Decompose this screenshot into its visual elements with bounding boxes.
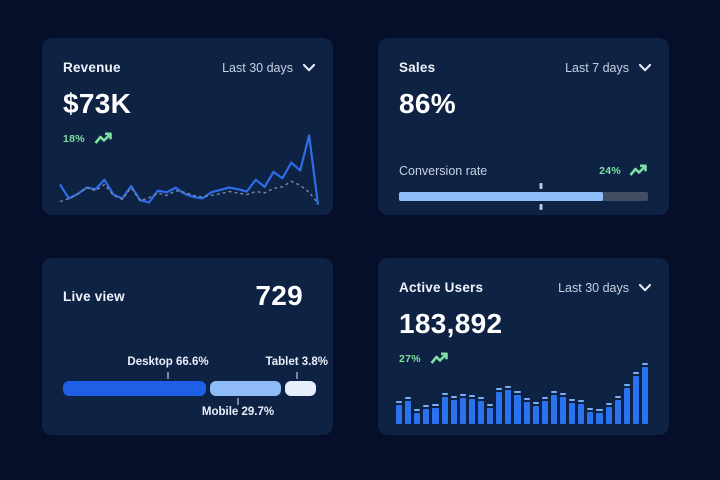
active-users-card: Active Users Last 30 days 183,892 27% <box>378 258 669 435</box>
live-view-value: 729 <box>255 280 303 311</box>
callout-tick-tablet <box>295 372 298 379</box>
active-users-card-header: Active Users Last 30 days <box>378 258 669 295</box>
bar <box>396 361 403 424</box>
sales-value: 86% <box>399 88 456 119</box>
progress-target-marker-bottom <box>539 204 543 210</box>
callout-label-desktop: Desktop 66.6% <box>127 356 209 368</box>
bar <box>450 361 457 424</box>
revenue-card: Revenue Last 30 days $73K 18% <box>42 38 333 215</box>
conversion-delta-text: 24% <box>599 164 621 177</box>
chevron-down-icon <box>303 63 315 72</box>
active-users-value: 183,892 <box>399 308 503 339</box>
active-users-card-title: Active Users <box>399 280 484 295</box>
revenue-line-chart <box>60 133 318 211</box>
revenue-delta: 18% <box>42 131 333 146</box>
revenue-value: $73K <box>63 88 132 119</box>
segment-mobile <box>209 381 281 396</box>
bar <box>596 361 603 424</box>
sales-card-title: Sales <box>399 60 436 75</box>
device-split-bar <box>63 381 316 396</box>
revenue-card-title: Revenue <box>63 60 121 75</box>
bar <box>632 361 639 424</box>
bar <box>468 361 475 424</box>
bar <box>623 361 630 424</box>
bar <box>459 361 466 424</box>
bar <box>487 361 494 424</box>
trend-up-icon <box>430 351 449 366</box>
active-users-bar-chart <box>396 361 649 424</box>
conversion-progress-bar <box>399 183 648 210</box>
live-view-header: Live view 729 <box>42 258 333 312</box>
bar <box>432 361 439 424</box>
active-users-range-select[interactable]: Last 30 days <box>558 281 651 295</box>
device-split-chart: Desktop 66.6% Tablet 3.8% Mobile 29.7% <box>63 356 328 418</box>
bar <box>587 361 594 424</box>
progress-target-marker-top <box>539 183 543 189</box>
bar <box>441 361 448 424</box>
conversion-metric-row: Conversion rate 24% <box>378 163 669 178</box>
conversion-progress-fill <box>399 192 604 201</box>
trend-up-icon <box>629 163 648 178</box>
active-users-range-label: Last 30 days <box>558 280 629 295</box>
bar <box>405 361 412 424</box>
callout-label-tablet: Tablet 3.8% <box>265 356 328 368</box>
trend-up-icon <box>94 131 113 146</box>
sales-card-header: Sales Last 7 days <box>378 38 669 75</box>
revenue-card-header: Revenue Last 30 days <box>42 38 333 75</box>
revenue-delta-text: 18% <box>63 132 85 145</box>
chevron-down-icon <box>639 63 651 72</box>
callout-label-mobile: Mobile 29.7% <box>201 406 275 418</box>
bar <box>414 361 421 424</box>
bar <box>423 361 430 424</box>
segment-desktop <box>63 381 206 396</box>
bar <box>514 361 521 424</box>
bar <box>523 361 530 424</box>
bar <box>559 361 567 424</box>
live-view-card: Live view 729 Desktop 66.6% Tablet 3.8% … <box>42 258 333 435</box>
chevron-down-icon <box>639 283 651 292</box>
bar <box>578 361 585 424</box>
live-view-title: Live view <box>63 288 125 304</box>
bar <box>550 361 557 424</box>
active-users-delta: 27% <box>378 351 669 366</box>
conversion-delta: 24% <box>599 163 648 178</box>
bar <box>477 361 485 424</box>
revenue-range-select[interactable]: Last 30 days <box>222 61 315 75</box>
bar <box>614 361 621 424</box>
bar <box>641 361 649 424</box>
callout-tick-desktop <box>167 372 169 379</box>
segment-tablet <box>284 381 316 396</box>
revenue-range-label: Last 30 days <box>222 60 293 75</box>
bar <box>532 361 539 424</box>
bar <box>541 361 548 424</box>
active-users-delta-text: 27% <box>399 352 421 365</box>
bar <box>505 361 512 424</box>
sales-card: Sales Last 7 days 86% Conversion rate 24… <box>378 38 669 215</box>
bar <box>496 361 503 424</box>
bar <box>605 361 612 424</box>
callout-tick-mobile <box>237 398 239 405</box>
sales-range-label: Last 7 days <box>565 60 629 75</box>
conversion-rate-label: Conversion rate <box>399 163 488 178</box>
bar <box>569 361 576 424</box>
sales-range-select[interactable]: Last 7 days <box>565 61 651 75</box>
